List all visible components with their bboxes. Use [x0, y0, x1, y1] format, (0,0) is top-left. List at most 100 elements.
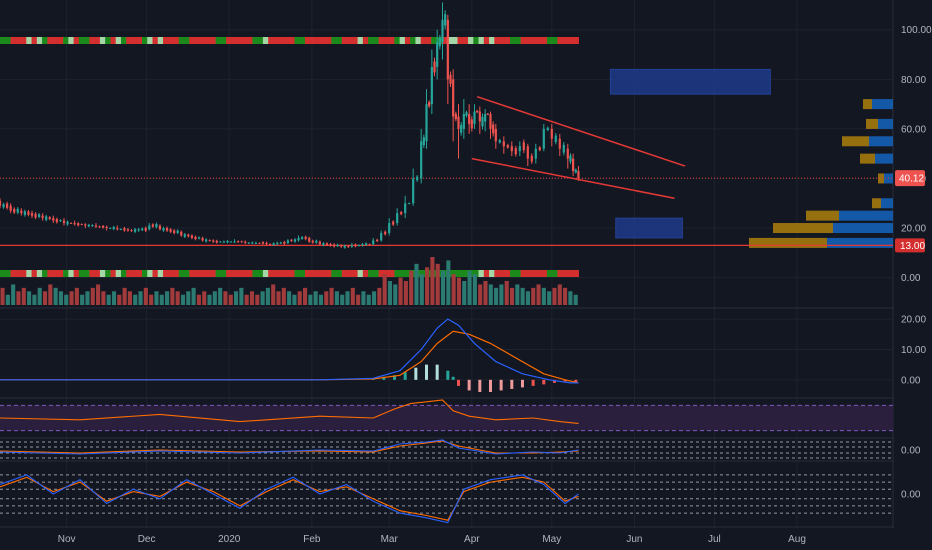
- signal-bar-segment: [457, 270, 464, 277]
- support-price-label: 13.00: [900, 241, 925, 252]
- volume-bar: [329, 287, 334, 305]
- volume-bar: [249, 291, 255, 305]
- volume-bar: [387, 281, 393, 305]
- signal-bar-segment: [78, 270, 85, 277]
- candle-body: [486, 113, 489, 115]
- volume-bar: [58, 291, 63, 305]
- candle-body: [425, 104, 428, 142]
- volume-bar: [143, 287, 148, 305]
- candle-body: [137, 229, 140, 231]
- macd-histogram-bar: [425, 364, 429, 380]
- signal-bar-segment: [315, 37, 322, 44]
- target-box[interactable]: [609, 68, 771, 95]
- signal-bar-segment: [457, 37, 464, 44]
- signal-bar-segment: [120, 270, 127, 277]
- volume-bar: [271, 284, 276, 305]
- volume-bar: [520, 287, 525, 305]
- signal-bar-segment: [573, 37, 579, 44]
- candle-body: [416, 176, 419, 181]
- macd-histogram-bar: [542, 379, 546, 385]
- vp-gold-bar: [863, 99, 872, 110]
- signal-bar-segment: [499, 37, 506, 44]
- time-tick-label: Aug: [788, 534, 806, 545]
- signal-bar-segment: [0, 270, 6, 277]
- candle-body: [347, 246, 350, 248]
- signal-bar-segment: [47, 37, 54, 44]
- candle-body: [244, 241, 247, 243]
- volume-bar: [409, 270, 414, 305]
- volume-bar: [292, 294, 297, 305]
- macd-tick-label: 10.00: [901, 345, 926, 356]
- candle-body: [566, 148, 569, 159]
- volume-bar: [42, 291, 48, 305]
- signal-bar-segment: [120, 37, 127, 44]
- signal-bar-segment: [89, 270, 96, 277]
- candle-body: [357, 245, 361, 247]
- signal-bar-segment: [473, 270, 480, 277]
- signal-bar-segment: [478, 37, 485, 44]
- signal-bar-segment: [562, 270, 569, 277]
- candle-body: [229, 241, 233, 243]
- signal-bar-segment: [26, 37, 33, 44]
- signal-bar-segment: [215, 37, 222, 44]
- volume-bar: [276, 291, 281, 305]
- signal-bar-segment: [283, 37, 290, 44]
- candle-body: [77, 223, 80, 226]
- time-tick-label: Jun: [626, 534, 642, 545]
- signal-bar-segment: [520, 270, 527, 277]
- rsi-pane: [0, 399, 893, 432]
- candle-body: [454, 113, 457, 120]
- price-tick-label: 80.00: [901, 75, 926, 86]
- volume-bar: [398, 277, 403, 305]
- signal-bar-segment: [283, 270, 290, 277]
- candle-body: [237, 241, 240, 243]
- signal-bar-segment: [26, 270, 33, 277]
- volume-bar: [371, 291, 377, 305]
- candle-body: [332, 244, 336, 247]
- vp-blue-bar: [881, 198, 893, 209]
- signal-bar-segment: [294, 37, 301, 44]
- candle-body: [80, 224, 83, 226]
- candle-body: [430, 66, 433, 105]
- candle-body: [534, 148, 537, 159]
- macd-tick-label: 0.00: [901, 375, 921, 386]
- target-box[interactable]: [615, 217, 683, 239]
- candle-body: [91, 225, 94, 227]
- candle-body: [506, 145, 509, 148]
- candle-body: [473, 111, 476, 124]
- candle-body: [194, 236, 197, 240]
- candle-body: [462, 114, 465, 129]
- vp-gold-bar: [866, 118, 878, 129]
- signal-bar-segment: [178, 37, 185, 44]
- volume-bar: [53, 287, 58, 305]
- channel-upper-line[interactable]: [476, 95, 686, 167]
- signal-bar-segment: [268, 270, 274, 277]
- signal-bar-segment: [394, 270, 401, 277]
- signal-bar-segment: [331, 37, 338, 44]
- volume-bar: [494, 287, 499, 305]
- candle-body: [272, 243, 275, 246]
- volume-bar: [165, 291, 170, 305]
- candle-body: [222, 241, 226, 243]
- candle-body: [361, 244, 364, 246]
- volume-bar: [64, 294, 69, 305]
- volume-bar: [541, 287, 546, 305]
- channel-lower-line[interactable]: [471, 157, 675, 200]
- signal-bar-segment: [21, 270, 27, 277]
- volume-bar: [536, 284, 541, 305]
- candle-body: [261, 242, 265, 244]
- volume-bar: [425, 267, 430, 305]
- volume-bar: [138, 291, 143, 305]
- volume-bars: [0, 257, 578, 305]
- signal-bar-segment: [557, 270, 564, 277]
- trend-signal-bar-top: [0, 37, 579, 44]
- signal-bar-segment: [5, 37, 12, 44]
- signal-bar-segment: [99, 37, 106, 44]
- macd-tick-label: 20.00: [901, 315, 926, 326]
- candle-body: [144, 227, 147, 231]
- signal-bar-segment: [462, 37, 469, 44]
- vp-gold-bar: [860, 153, 875, 164]
- time-tick-label: Jul: [708, 534, 721, 545]
- candle-body: [148, 225, 151, 230]
